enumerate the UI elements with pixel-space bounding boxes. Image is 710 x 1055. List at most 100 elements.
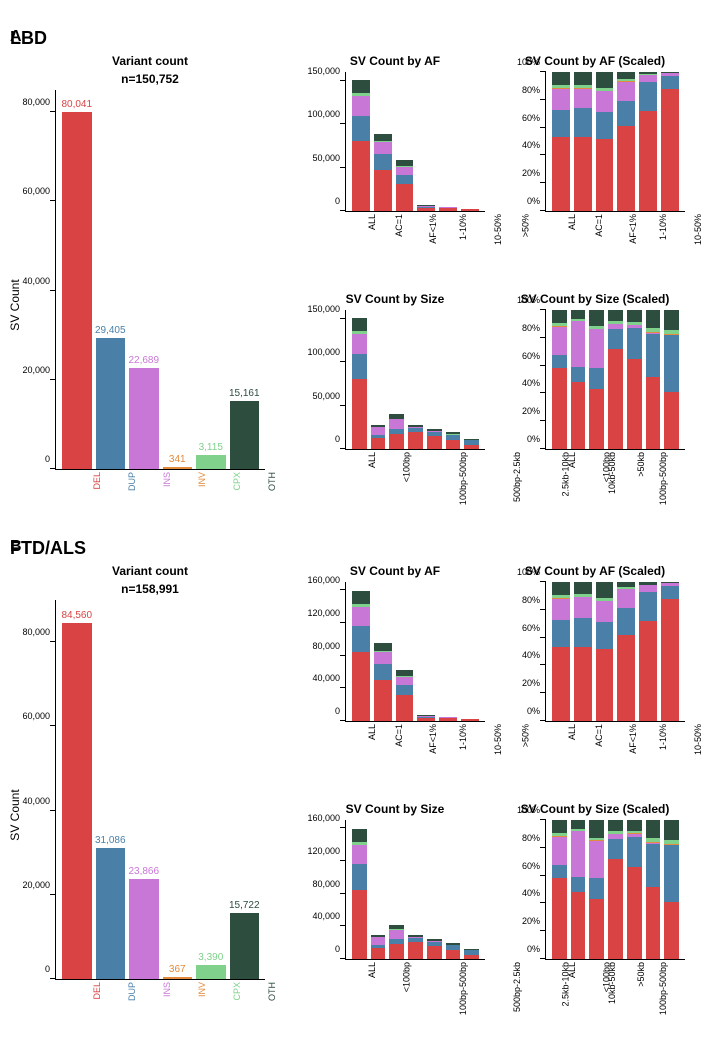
panel-grid: Variant countn=158,991SV Count020,00040,… — [10, 564, 700, 1030]
y-tick-label: 40,000 — [22, 276, 56, 286]
y-tick-label: 100% — [517, 805, 546, 815]
bar-column — [352, 820, 367, 959]
bar-segment-dup — [596, 112, 614, 138]
bar-column — [461, 582, 479, 721]
y-tick-label: 40% — [522, 378, 546, 388]
bar-column: 29,405 — [96, 90, 126, 469]
bar-column — [417, 72, 435, 211]
bar-segment-oth — [589, 310, 604, 326]
bar-segment-dup — [627, 837, 642, 868]
bar-segment-ins — [639, 585, 657, 592]
y-tick-label: 20,000 — [22, 880, 56, 890]
bar-segment-ins — [552, 327, 567, 355]
bar-segment-del — [464, 445, 479, 449]
plot-area: 0%20%40%60%80%100% — [545, 582, 685, 722]
bar-segment-dup — [571, 877, 586, 892]
y-tick-label: 60% — [522, 113, 546, 123]
panel-name: LBD — [10, 28, 700, 49]
bar-segment-oth — [574, 72, 592, 85]
bar-column — [371, 820, 386, 959]
bar-segment-del — [461, 719, 479, 721]
x-ticks: ALL<100bp100bp-500bp500bp-2.5kb2.5kb-10k… — [345, 450, 493, 500]
bar-segment-del — [417, 718, 435, 721]
y-tick-label: 80,000 — [22, 627, 56, 637]
y-tick-label: 20% — [522, 916, 546, 926]
bars-container — [346, 310, 485, 449]
bar-ins — [129, 368, 159, 469]
bar-column — [661, 72, 679, 211]
bar-segment-oth — [646, 310, 661, 328]
bar-inv — [163, 467, 193, 469]
bar-segment-del — [574, 137, 592, 211]
bar-segment-del — [389, 434, 404, 449]
plot-area: 050,000100,000150,000 — [345, 310, 485, 450]
bar-segment-dup — [374, 154, 392, 171]
bar-column — [427, 310, 442, 449]
bar-segment-del — [389, 944, 404, 959]
bar-segment-del — [427, 946, 442, 959]
bar-segment-del — [571, 382, 586, 449]
bar-segment-ins — [571, 831, 586, 877]
bar-column — [389, 310, 404, 449]
bar-column — [374, 72, 392, 211]
bar-segment-del — [627, 359, 642, 449]
bar-segment-del — [446, 950, 461, 959]
bar-column — [439, 582, 457, 721]
bar-segment-oth — [627, 820, 642, 831]
bar-column — [408, 310, 423, 449]
bar-segment-ins — [574, 597, 592, 618]
chart: SV Count by Size (Scaled)0%20%40%60%80%1… — [500, 802, 690, 1030]
bar-segment-del — [371, 948, 386, 959]
x-tick-label: <100bp — [401, 452, 451, 482]
bar-segment-ins — [596, 601, 614, 622]
chart: SV Count by AF040,00080,000120,000160,00… — [300, 564, 490, 792]
y-tick-label: 0 — [335, 434, 346, 444]
chart: Variant countn=158,991SV Count020,00040,… — [10, 564, 290, 1030]
bar-column: 15,722 — [230, 600, 260, 979]
y-tick-label: 0% — [527, 706, 546, 716]
bar-oth — [230, 913, 260, 979]
bar-del — [62, 112, 92, 469]
bar-column — [639, 72, 657, 211]
bar-column: 15,161 — [230, 90, 260, 469]
bar-segment-dup — [352, 626, 370, 651]
main-chart-cell: Variant countn=150,752SV Count020,00040,… — [10, 54, 290, 520]
bar-value-label: 15,722 — [229, 900, 260, 911]
bar-segment-del — [661, 599, 679, 721]
bar-segment-oth — [617, 72, 635, 79]
bar-column: 3,115 — [196, 90, 226, 469]
bar-segment-del — [417, 208, 435, 211]
bar-value-label: 367 — [169, 964, 186, 975]
bar-segment-del — [352, 652, 370, 721]
bar-column — [464, 820, 479, 959]
bar-column — [574, 582, 592, 721]
bar-segment-ins — [352, 845, 367, 865]
bar-cpx — [196, 455, 226, 469]
bar-segment-ins — [352, 607, 370, 627]
bar-segment-ins — [552, 89, 570, 110]
bar-segment-oth — [352, 80, 370, 93]
chart: SV Count by AF (Scaled)0%20%40%60%80%100… — [500, 54, 690, 282]
bar-column — [389, 820, 404, 959]
bar-value-label: 31,086 — [95, 835, 126, 846]
bar-segment-oth — [571, 310, 586, 319]
bar-segment-del — [589, 899, 604, 959]
bar-segment-oth — [352, 829, 367, 842]
panel-letter: B — [10, 538, 22, 556]
bar-segment-del — [596, 649, 614, 721]
bar-column: 23,866 — [129, 600, 159, 979]
bar-segment-dup — [661, 76, 679, 89]
bar-segment-dup — [596, 622, 614, 648]
chart: Variant countn=150,752SV Count020,00040,… — [10, 54, 290, 520]
y-tick-label: 100,000 — [307, 347, 346, 357]
bars-container: 80,04129,40522,6893413,11515,161 — [56, 90, 265, 469]
y-tick-label: 20,000 — [22, 365, 56, 375]
bar-segment-ins — [396, 167, 414, 175]
bar-segment-del — [617, 635, 635, 721]
bar-segment-del — [596, 139, 614, 211]
y-tick-label: 100,000 — [307, 109, 346, 119]
bar-column — [664, 820, 679, 959]
bar-segment-oth — [608, 820, 623, 831]
y-tick-label: 40,000 — [312, 673, 346, 683]
bar-segment-oth — [374, 643, 392, 650]
